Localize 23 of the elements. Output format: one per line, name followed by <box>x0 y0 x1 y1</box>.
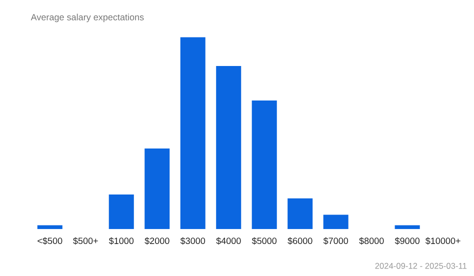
x-tick-label: $5000 <box>252 237 277 245</box>
text: 2024-09-12 - 2025-03-11 <box>375 262 466 269</box>
bar <box>323 214 348 230</box>
chart-title: Average salary expectations <box>30 14 144 22</box>
bar <box>37 225 62 230</box>
bar <box>144 148 170 230</box>
x-tick-label: $1000 <box>108 237 134 245</box>
x-tick-label: $8000 <box>359 237 384 245</box>
x-tick-label: $9000 <box>394 237 420 245</box>
x-tick-label: $3000 <box>180 237 206 245</box>
x-tick-label: $500+ <box>73 237 98 245</box>
bar <box>108 194 134 230</box>
x-tick-label: $4000 <box>216 237 241 245</box>
bar <box>180 37 206 230</box>
bar <box>216 66 242 230</box>
bar <box>288 198 313 230</box>
x-tick-label: $7000 <box>323 237 348 245</box>
bar <box>394 225 420 230</box>
bar <box>252 100 277 230</box>
x-tick-label: $6000 <box>288 237 312 245</box>
x-tick-label: $10000+ <box>425 237 460 245</box>
x-tick-label: <$500 <box>38 237 62 245</box>
x-tick-label: $2000 <box>144 237 170 245</box>
